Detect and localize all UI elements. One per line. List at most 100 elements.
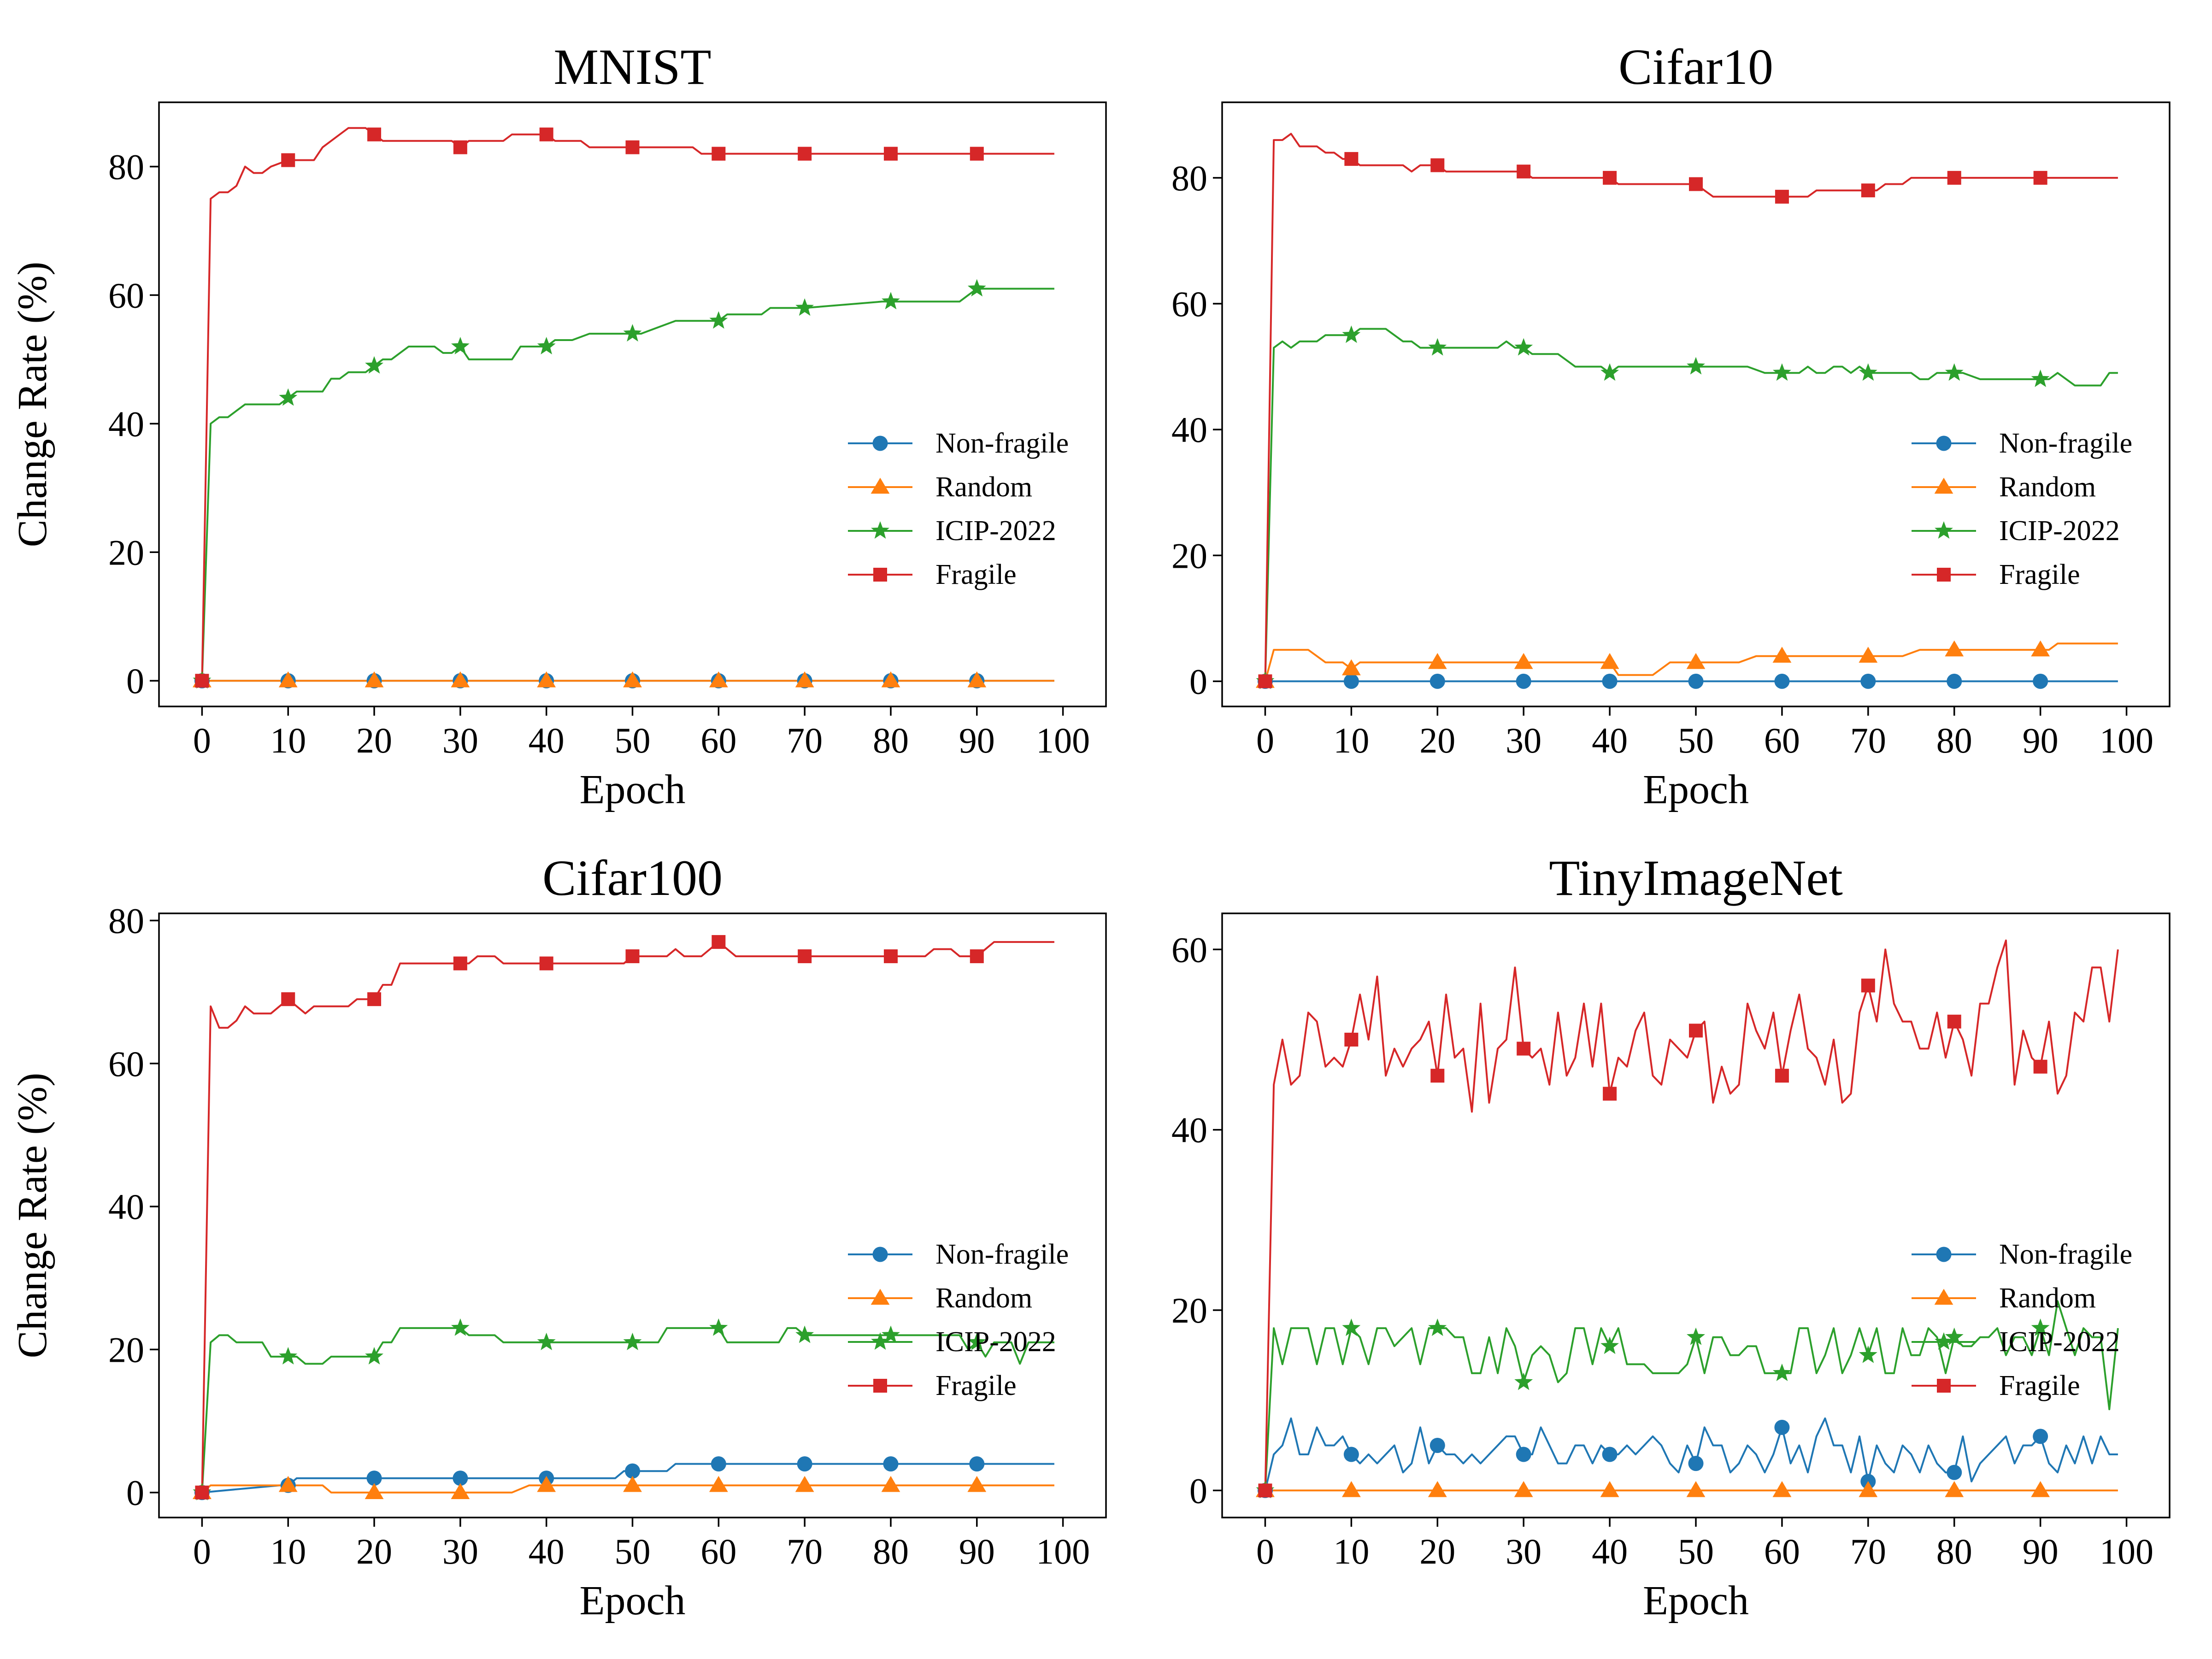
data-point-random <box>1514 653 1533 669</box>
x-tick-label: 90 <box>959 720 995 760</box>
y-tick-label: 0 <box>126 661 144 701</box>
y-tick-label: 0 <box>126 1473 144 1513</box>
data-point-random <box>967 671 987 688</box>
data-point-fragile <box>195 674 209 688</box>
data-point-icip-2022 <box>1428 1318 1447 1336</box>
data-point-icip-2022 <box>365 356 383 374</box>
data-point-non-fragile <box>1947 1465 1962 1480</box>
x-tick-label: 40 <box>1592 1531 1628 1571</box>
data-point-non-fragile <box>1774 673 1790 689</box>
x-tick-label: 60 <box>700 1531 736 1571</box>
data-point-random <box>1859 647 1878 663</box>
data-point-non-fragile <box>1774 1419 1790 1435</box>
data-point-icip-2022 <box>1687 1327 1705 1345</box>
data-point-random <box>365 671 384 688</box>
data-point-fragile <box>1775 1069 1789 1083</box>
chart-title: Cifar100 <box>542 850 723 906</box>
data-point-fragile <box>1430 158 1445 172</box>
data-point-random <box>1428 653 1447 669</box>
y-tick-label: 60 <box>1171 284 1207 324</box>
data-point-random <box>537 1476 556 1492</box>
data-point-icip-2022 <box>1945 1327 1964 1345</box>
plot-area <box>201 127 1054 682</box>
data-point-non-fragile <box>453 1471 468 1486</box>
x-tick-label: 40 <box>529 1531 565 1571</box>
x-tick-label: 90 <box>2023 720 2059 760</box>
data-point-random <box>795 671 814 688</box>
data-point-random <box>451 671 470 688</box>
data-point-fragile <box>798 147 812 161</box>
y-tick-label: 60 <box>108 275 144 315</box>
data-point-random <box>1514 1481 1533 1497</box>
data-point-icip-2022 <box>882 292 900 310</box>
legend-marker-non-fragile <box>872 435 888 451</box>
legend-marker-non-fragile <box>872 1247 888 1262</box>
x-tick-label: 60 <box>1764 720 1800 760</box>
legend-label: Non-fragile <box>935 428 1069 459</box>
data-point-random <box>2031 640 2050 657</box>
series-line-fragile <box>201 127 1054 681</box>
data-point-random <box>709 671 728 688</box>
data-point-icip-2022 <box>2031 369 2050 387</box>
data-point-fragile <box>1775 189 1789 204</box>
data-point-non-fragile <box>1343 673 1359 689</box>
data-point-fragile <box>1689 177 1703 191</box>
legend-label: Non-fragile <box>935 1239 1069 1270</box>
legend-label: Non-fragile <box>1999 428 2132 459</box>
data-point-fragile <box>712 147 726 161</box>
data-point-non-fragile <box>1343 1447 1359 1462</box>
x-tick-label: 100 <box>2100 720 2153 760</box>
plot-area <box>201 941 1054 1494</box>
data-point-fragile <box>195 1485 209 1500</box>
chart-panel-2: 0 10 20 30 40 50 60 70 80 90 100 0 20 40 60 80 Cifar100 E… <box>10 850 1107 1624</box>
legend: Non-fragile Random ICIP-2022 Fragile <box>1912 428 2132 590</box>
plot-frame <box>1221 101 2171 707</box>
data-point-random <box>537 671 556 688</box>
data-point-random <box>1686 1481 1706 1497</box>
x-tick-label: 40 <box>1592 720 1628 760</box>
data-point-icip-2022 <box>1859 1345 1877 1363</box>
series-line-icip-2022 <box>201 1327 1054 1493</box>
legend-label: ICIP-2022 <box>935 1326 1056 1358</box>
data-point-fragile <box>1258 1483 1272 1498</box>
y-tick-label: 20 <box>1171 535 1207 576</box>
chart-panel-0: 0 10 20 30 40 50 60 70 80 90 100 0 20 40 60 80 MNIST Epoc… <box>10 39 1107 812</box>
y-tick-label: 60 <box>1171 930 1207 970</box>
legend-marker-fragile <box>873 568 887 582</box>
x-tick-label: 0 <box>1256 1531 1274 1571</box>
data-point-fragile <box>281 992 295 1006</box>
data-point-random <box>1945 640 1964 657</box>
x-tick-label: 70 <box>787 1531 823 1571</box>
data-point-icip-2022 <box>1600 363 1619 381</box>
x-tick-label: 40 <box>529 720 565 760</box>
plot-area <box>1264 133 2118 682</box>
data-point-fragile <box>1517 165 1531 179</box>
x-tick-label: 30 <box>442 720 478 760</box>
data-point-non-fragile <box>969 1456 985 1472</box>
data-point-non-fragile <box>1430 1437 1445 1453</box>
legend-label: Random <box>935 471 1032 503</box>
legend-label: ICIP-2022 <box>1999 515 2120 547</box>
legend-label: Non-fragile <box>1999 1239 2132 1270</box>
data-point-fragile <box>625 140 640 154</box>
data-point-random <box>365 1483 384 1499</box>
data-point-icip-2022 <box>1342 1318 1361 1336</box>
legend-marker-icip-2022 <box>1935 1332 1953 1350</box>
series-line-icip-2022 <box>201 288 1054 681</box>
series-line-fragile <box>201 941 1054 1493</box>
data-point-fragile <box>367 127 382 141</box>
x-tick-label: 90 <box>2023 1531 2059 1571</box>
data-point-fragile <box>453 956 467 971</box>
data-point-non-fragile <box>1688 673 1704 689</box>
data-point-random <box>1600 1481 1619 1497</box>
data-point-fragile <box>712 935 726 949</box>
data-point-fragile <box>883 949 898 964</box>
data-point-fragile <box>539 956 553 971</box>
data-point-random <box>1945 1481 1964 1497</box>
x-tick-label: 70 <box>1850 1531 1886 1571</box>
data-point-icip-2022 <box>623 1332 642 1350</box>
chart-title: MNIST <box>553 39 711 95</box>
data-point-random <box>451 1483 470 1499</box>
data-point-fragile <box>2033 171 2047 185</box>
data-point-icip-2022 <box>279 388 298 406</box>
